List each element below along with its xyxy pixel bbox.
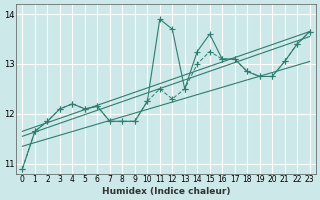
X-axis label: Humidex (Indice chaleur): Humidex (Indice chaleur) <box>102 187 230 196</box>
